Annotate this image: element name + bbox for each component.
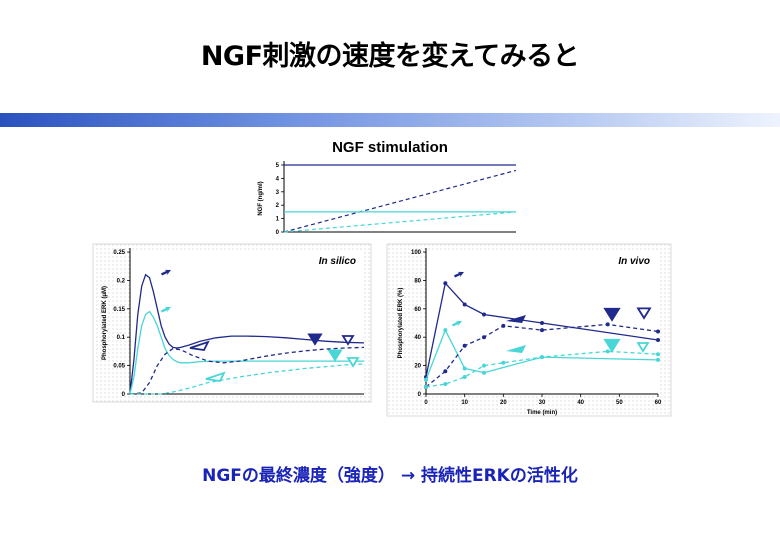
in-vivo-xtick-label: 30	[539, 400, 546, 406]
open-triangle-icon	[636, 342, 650, 353]
in-vivo-data-point	[540, 355, 544, 360]
in-vivo-data-point	[462, 366, 467, 371]
ngf-input-series-dashed-light	[283, 211, 517, 233]
in-silico-ytick-label: 0.05	[113, 364, 125, 370]
in-vivo-ytick-label: 20	[414, 364, 421, 370]
in-silico-series-solid-dark	[129, 273, 365, 395]
in-vivo-data-point	[656, 352, 660, 357]
ngf-input-ytick-label: 4	[276, 176, 280, 182]
in-vivo-data-point	[656, 357, 660, 362]
in-vivo-data-point	[443, 369, 448, 374]
open-triangle-icon	[205, 371, 226, 382]
in-silico-plot-area	[130, 250, 364, 394]
in-silico-series-dashed-dark	[129, 346, 365, 395]
ngf-stimulation-label: NGF stimulation	[332, 139, 448, 156]
in-vivo-data-point	[482, 335, 486, 340]
in-vivo-data-point	[482, 370, 486, 375]
in-vivo-data-point	[482, 363, 486, 368]
in-silico-ytick-label: 0.25	[113, 250, 125, 256]
in-vivo-panel-label: In vivo	[618, 256, 650, 267]
in-vivo-data-point	[540, 321, 544, 325]
filled-triangle-icon	[603, 307, 621, 322]
peak-arrow-icon	[160, 306, 171, 313]
ngf-input-ytick-label: 2	[276, 203, 280, 209]
ngf-input-panel	[252, 157, 518, 235]
in-silico-ytick-label: 0	[122, 392, 126, 398]
in-vivo-data-point	[462, 374, 467, 379]
ngf-input-ytick-label: 1	[276, 217, 280, 223]
filled-triangle-icon	[327, 349, 343, 362]
in-vivo-series-dashed-light	[425, 350, 659, 388]
in-vivo-xtick-label: 0	[424, 400, 428, 406]
ngf-input-series-dashed-dark	[283, 169, 517, 233]
open-triangle-icon	[341, 335, 355, 346]
filled-triangle-icon	[603, 338, 621, 353]
peak-arrow-icon	[453, 271, 464, 278]
in-vivo-data-point	[424, 377, 428, 382]
ngf-input-ylabel: NGF (ng/ml)	[258, 181, 264, 215]
in-vivo-data-point	[605, 349, 610, 354]
in-silico-ylabel: Phosphorylated ERK (μM)	[102, 286, 108, 360]
slide-title: NGF刺激の速度を変えてみると	[200, 41, 580, 72]
open-triangle-icon	[346, 357, 360, 368]
in-vivo-data-point	[540, 328, 544, 333]
in-vivo-data-point	[424, 384, 428, 389]
peak-arrow-icon	[451, 320, 462, 327]
in-vivo-series-dashed-dark	[425, 323, 659, 388]
in-vivo-data-point	[656, 338, 660, 343]
in-silico-ytick-label: 0.1	[117, 335, 126, 341]
header-gradient-bar	[0, 113, 780, 127]
in-vivo-ytick-label: 80	[414, 278, 421, 284]
open-triangle-icon	[636, 307, 652, 320]
peak-arrow-icon	[160, 269, 171, 276]
in-silico-series-solid-light	[129, 310, 364, 395]
filled-side-triangle-icon	[506, 315, 526, 323]
in-vivo-data-point	[501, 360, 506, 365]
conclusion-caption: NGFの最終濃度（強度） → 持続性ERKの活性化	[202, 466, 578, 486]
in-vivo-ytick-label: 60	[414, 307, 421, 313]
in-silico-panel-label: In silico	[319, 256, 356, 267]
in-silico-series-dashed-light	[130, 363, 365, 395]
in-silico-ytick-label: 0.2	[117, 278, 126, 284]
in-vivo-xtick-label: 10	[461, 400, 468, 406]
in-vivo-xtick-label: 60	[655, 400, 662, 406]
in-vivo-series-solid-dark	[425, 281, 659, 378]
in-vivo-data-point	[443, 281, 448, 286]
in-vivo-data-point	[501, 323, 506, 328]
in-vivo-ylabel: Phosphorylated ERK (%)	[398, 288, 404, 359]
in-vivo-data-point	[482, 312, 486, 317]
ngf-input-ytick-label: 3	[276, 190, 280, 196]
ngf-input-ytick-label: 5	[276, 163, 280, 169]
filled-triangle-icon	[307, 333, 323, 346]
in-vivo-data-point	[656, 329, 660, 334]
in-vivo-data-point	[605, 322, 610, 327]
in-vivo-data-point	[443, 328, 448, 333]
in-vivo-ytick-label: 0	[418, 392, 422, 398]
in-vivo-ytick-label: 100	[411, 250, 422, 256]
in-silico-ytick-label: 0.15	[113, 307, 125, 313]
in-vivo-xtick-label: 40	[577, 400, 584, 406]
open-triangle-icon	[189, 340, 210, 351]
filled-side-triangle-icon	[506, 345, 526, 353]
in-vivo-xlabel: Time (min)	[527, 410, 557, 416]
in-vivo-data-point	[462, 302, 467, 307]
in-vivo-ytick-label: 40	[414, 335, 421, 341]
in-vivo-data-point	[462, 343, 467, 348]
in-vivo-xtick-label: 50	[616, 400, 623, 406]
in-vivo-data-point	[443, 382, 448, 387]
ngf-input-ytick-label: 0	[276, 230, 280, 236]
in-vivo-xtick-label: 20	[500, 400, 507, 406]
